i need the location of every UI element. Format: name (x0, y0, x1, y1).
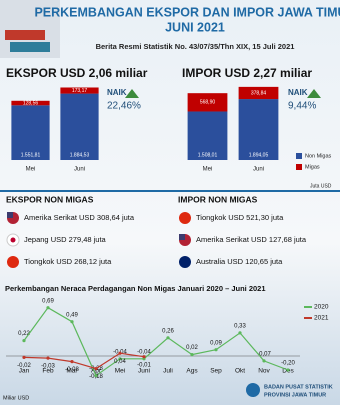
bar-segment (238, 86, 279, 100)
flag-us (7, 212, 13, 218)
x-tick-label: Ags (186, 368, 198, 375)
trend: NAIK (107, 88, 127, 97)
x-tick-label: Juni (74, 167, 85, 173)
legend-label: Migas (305, 164, 320, 170)
value-label: 0,33 (234, 323, 246, 329)
flag-cn (179, 212, 191, 224)
value-label: 1.551,81 (21, 152, 41, 158)
value-label: -0,07 (257, 351, 271, 357)
value-label: 128,56 (23, 100, 39, 106)
subtitle: Berita Resmi Statistik No. 43/07/35/Thn … (96, 42, 295, 51)
x-tick-label: Apr (91, 368, 102, 375)
title: PERKEMBANGAN EKSPOR DAN IMPOR JAWA TIMUR (34, 5, 340, 19)
bar-segment (238, 99, 279, 160)
flag-au (179, 256, 191, 268)
partner: Amerika Serikat USD 127,68 juta (196, 235, 307, 244)
x-tick-label: Mei (203, 167, 213, 173)
trend: NAIK (288, 88, 308, 97)
line (23, 352, 145, 370)
ekspor-heading: EKSPOR USD 2,06 miliar (6, 66, 148, 80)
value-label: -0,04 (137, 349, 151, 355)
value-label: 0,04 (114, 359, 126, 365)
x-tick-label: Okt (235, 368, 245, 375)
container-image (5, 30, 45, 40)
logo-text: BADAN PUSAT STATISTIK (264, 384, 333, 390)
bar-segment (11, 100, 50, 106)
x-tick-label: Juli (163, 368, 173, 375)
partner: Australia USD 120,65 juta (196, 257, 283, 266)
value-label: 0,49 (66, 312, 78, 318)
container-image (10, 42, 50, 52)
bar-segment (60, 93, 99, 160)
x-tick-label: Jan (19, 368, 30, 375)
value-label: 0,02 (186, 345, 198, 351)
legend-label: 2020 (314, 304, 329, 311)
bar-segment (11, 105, 50, 160)
value-label: 568,90 (200, 100, 216, 106)
value-label: 173,17 (72, 88, 88, 94)
impor-heading: IMPOR USD 2,27 miliar (182, 66, 312, 80)
logo-text: PROVINSI JAWA TIMUR (264, 392, 326, 398)
value-label: -0,01 (137, 362, 151, 368)
legend-label: 2021 (314, 315, 329, 322)
legend-label: Non Migas (305, 153, 332, 159)
line (23, 306, 289, 377)
unit: Juta USD (310, 183, 332, 189)
unit: Miliar USD (3, 395, 29, 401)
change: 22,46% (107, 101, 141, 112)
value-label: -0,03 (41, 364, 55, 370)
change: 9,44% (288, 101, 316, 112)
partner: Tiongkok USD 268,12 juta (24, 257, 112, 266)
legend-swatch (296, 164, 302, 170)
value-label: 0,22 (18, 331, 30, 337)
flag-cn (7, 256, 19, 268)
value-label: 378,84 (251, 90, 267, 96)
flag-us (179, 234, 185, 240)
chart-title: Perkembangan Neraca Perdagangan Non Miga… (5, 284, 266, 293)
bps-logo (246, 383, 260, 397)
divider (0, 190, 340, 192)
partner: Amerika Serikat USD 308,64 juta (24, 213, 135, 222)
x-tick-label: Feb (42, 368, 54, 375)
up-arrow (307, 89, 321, 98)
title: JUNI 2021 (165, 20, 225, 34)
x-tick-label: Mei (115, 368, 125, 375)
value-label: -0,08 (65, 367, 79, 373)
value-label: -0,18 (89, 374, 103, 380)
value-label: 0,69 (42, 298, 54, 304)
x-tick-label: Mar (66, 368, 78, 375)
flags (6, 212, 191, 268)
x-tick-label: Mei (26, 167, 36, 173)
value-label: 1.508,01 (198, 152, 218, 158)
legend-swatch (296, 153, 302, 159)
value-label: 1.894,05 (249, 152, 269, 158)
value-label: -0,02 (17, 363, 31, 369)
section-heading: EKSPOR NON MIGAS (6, 194, 94, 204)
bar-segment (187, 111, 228, 160)
x-tick-label: Juni (138, 368, 150, 375)
bar-segment (187, 93, 228, 112)
up-arrow (125, 89, 139, 98)
value-label: 0,26 (162, 328, 174, 334)
section-heading: IMPOR NON MIGAS (178, 194, 258, 204)
x-tick-label: Sep (210, 368, 222, 375)
value-label: 1.884,53 (70, 152, 90, 158)
value-label: -0,20 (281, 361, 295, 367)
partner: Jepang USD 279,48 juta (24, 235, 107, 244)
x-tick-label: Juni (253, 167, 264, 173)
partner: Tiongkok USD 521,30 juta (196, 213, 284, 222)
value-label: 0,09 (210, 340, 222, 346)
flag-jp (10, 237, 16, 243)
bar-segment (60, 87, 99, 94)
x-tick-label: Nov (258, 368, 270, 375)
